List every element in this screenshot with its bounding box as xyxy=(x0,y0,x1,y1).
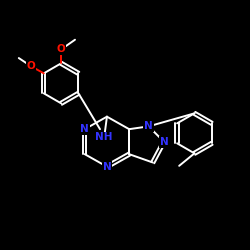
Text: N: N xyxy=(80,124,89,134)
Text: N: N xyxy=(102,162,111,172)
Text: N: N xyxy=(160,137,168,147)
Text: O: O xyxy=(27,62,36,72)
Text: O: O xyxy=(57,44,66,54)
Text: NH: NH xyxy=(96,132,113,142)
Text: N: N xyxy=(144,122,153,132)
